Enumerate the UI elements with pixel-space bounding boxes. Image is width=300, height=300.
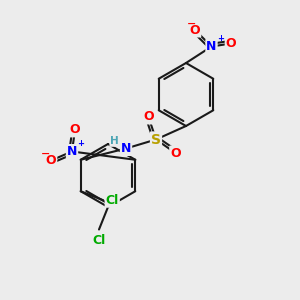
Text: O: O [70,123,80,136]
Text: O: O [143,110,154,124]
Text: N: N [206,40,217,53]
Text: O: O [226,37,236,50]
Text: H: H [110,136,119,146]
Text: Cl: Cl [92,233,106,247]
Text: S: S [151,133,161,146]
Text: +: + [217,34,224,43]
Text: O: O [190,23,200,37]
Text: −: − [187,18,196,28]
Text: N: N [121,142,131,155]
Text: +: + [77,139,84,148]
Text: O: O [170,146,181,160]
Text: N: N [67,145,77,158]
Text: Cl: Cl [106,194,119,207]
Text: O: O [46,154,56,167]
Text: −: − [40,149,50,159]
